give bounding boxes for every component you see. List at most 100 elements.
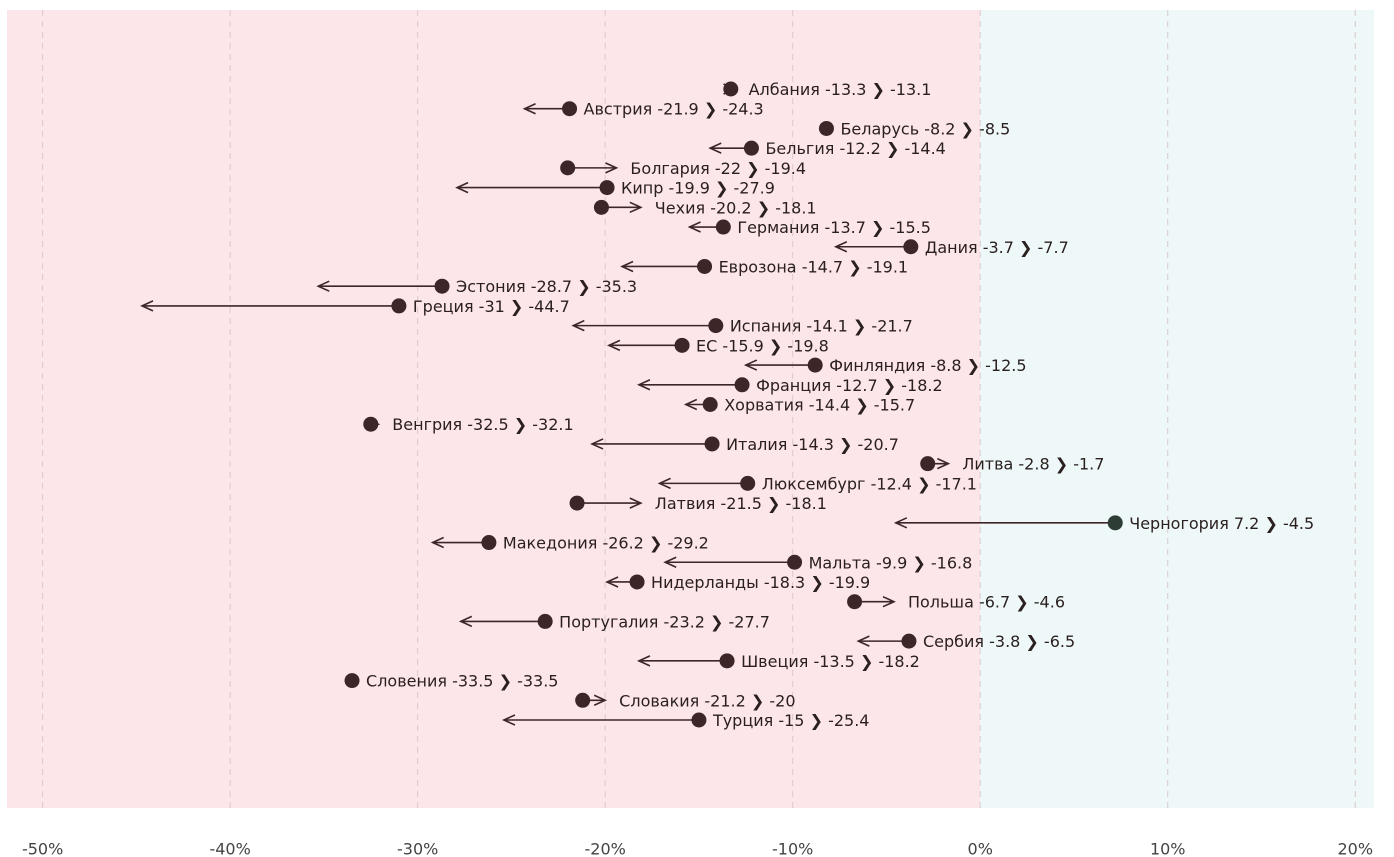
country-name: Кипр: [621, 178, 663, 197]
start-value: 7.2: [1234, 513, 1259, 532]
row-label: ЕС -15.9 ❯ -19.8: [696, 336, 829, 355]
separator: ❯: [810, 711, 823, 730]
end-value: -18.2: [878, 651, 919, 670]
end-value: -19.1: [867, 257, 908, 276]
row-label: Греция -31 ❯ -44.7: [413, 296, 570, 315]
start-value: -26.2: [602, 533, 643, 552]
end-value: -19.8: [787, 336, 828, 355]
end-value: -19.4: [765, 158, 806, 177]
row-label: Швеция -13.5 ❯ -18.2: [741, 651, 920, 670]
start-value: -20.2: [710, 198, 751, 217]
start-value: -12.7: [836, 375, 877, 394]
country-name: Литва: [962, 454, 1013, 473]
start-value: -14.7: [802, 257, 843, 276]
end-value: -15.7: [874, 395, 915, 414]
row-label: Хорватия -14.4 ❯ -15.7: [724, 395, 915, 414]
separator: ❯: [848, 257, 861, 276]
arrow-head: [882, 595, 896, 608]
dot: [562, 101, 578, 117]
separator: ❯: [499, 671, 512, 690]
country-name: Латвия: [655, 494, 716, 513]
start-value: -3.8: [989, 632, 1020, 651]
end-value: -18.2: [901, 375, 942, 394]
separator: ❯: [886, 139, 899, 158]
arrow-head: [430, 536, 444, 549]
end-value: -24.3: [722, 99, 763, 118]
dot: [1107, 515, 1123, 531]
row-label: Македония -26.2 ❯ -29.2: [503, 533, 709, 552]
end-value: -29.2: [667, 533, 708, 552]
country-name: Греция: [413, 296, 474, 315]
dot: [575, 692, 591, 708]
dot: [807, 357, 823, 373]
separator: ❯: [839, 434, 852, 453]
end-value: -33.5: [517, 671, 558, 690]
start-value: -14.3: [793, 434, 834, 453]
country-name: Испания: [730, 316, 802, 335]
start-value: -14.1: [806, 316, 847, 335]
separator: ❯: [1264, 513, 1277, 532]
start-value: -22: [715, 158, 741, 177]
dot: [691, 712, 707, 728]
dot: [847, 594, 863, 610]
start-value: -12.4: [871, 474, 912, 493]
arrow-head: [663, 556, 677, 568]
separator: ❯: [649, 533, 662, 552]
arrow-head: [833, 241, 848, 253]
country-name: Франция: [756, 375, 831, 394]
dot: [391, 298, 407, 314]
end-value: -6.5: [1044, 632, 1075, 651]
end-value: -20.7: [858, 434, 899, 453]
country-name: Еврозона: [719, 257, 797, 276]
country-name: Мальта: [809, 553, 871, 572]
end-value: -19.9: [829, 572, 870, 591]
separator: ❯: [757, 198, 770, 217]
start-value: -8.2: [924, 119, 955, 138]
dot: [593, 199, 609, 215]
row-label: Черногория 7.2 ❯ -4.5: [1129, 513, 1314, 532]
dot: [723, 81, 739, 97]
row-label: Беларусь -8.2 ❯ -8.5: [840, 119, 1010, 138]
arrow-head: [455, 181, 469, 194]
separator: ❯: [751, 691, 764, 710]
country-name: Беларусь: [840, 119, 919, 138]
country-name: Сербия: [923, 632, 984, 651]
country-name: Болгария: [630, 158, 709, 177]
row-label: Венгрия -32.5 ❯ -32.1: [392, 415, 573, 434]
arrow-head: [893, 517, 908, 529]
row-label: Мальта -9.9 ❯ -16.8: [809, 553, 973, 572]
dot: [629, 574, 645, 590]
country-name: Словения: [366, 671, 447, 690]
row-label: Финляндия -8.8 ❯ -12.5: [829, 356, 1026, 375]
row-label: Еврозона -14.7 ❯ -19.1: [719, 257, 909, 276]
country-name: Венгрия: [392, 415, 462, 434]
arrow-head: [937, 457, 951, 470]
start-value: -23.2: [664, 612, 705, 631]
row-label: Словения -33.5 ❯ -33.5: [366, 671, 558, 690]
country-name: Черногория: [1129, 513, 1229, 532]
separator: ❯: [769, 336, 782, 355]
row-label: Дания -3.7 ❯ -7.7: [925, 237, 1069, 256]
separator: ❯: [715, 178, 728, 197]
dot: [787, 554, 803, 570]
row-label: Албания -13.3 ❯ -13.1: [749, 80, 932, 99]
separator: ❯: [510, 296, 523, 315]
arrow-head: [743, 359, 758, 371]
dot: [434, 278, 450, 294]
row-label: Испания -14.1 ❯ -21.7: [730, 316, 913, 335]
arrow-head: [687, 221, 701, 233]
country-name: Финляндия: [829, 356, 925, 375]
country-name: Германия: [737, 218, 819, 237]
dot: [481, 535, 497, 551]
start-value: -28.7: [531, 277, 572, 296]
end-value: -18.1: [786, 494, 827, 513]
dot: [734, 377, 750, 393]
end-value: -12.5: [985, 356, 1026, 375]
arrow-head: [140, 300, 154, 312]
dot: [903, 239, 919, 255]
end-value: -15.5: [890, 218, 931, 237]
start-value: -31: [479, 296, 505, 315]
dot: [363, 416, 379, 432]
x-tick-label: 10%: [1150, 840, 1186, 857]
